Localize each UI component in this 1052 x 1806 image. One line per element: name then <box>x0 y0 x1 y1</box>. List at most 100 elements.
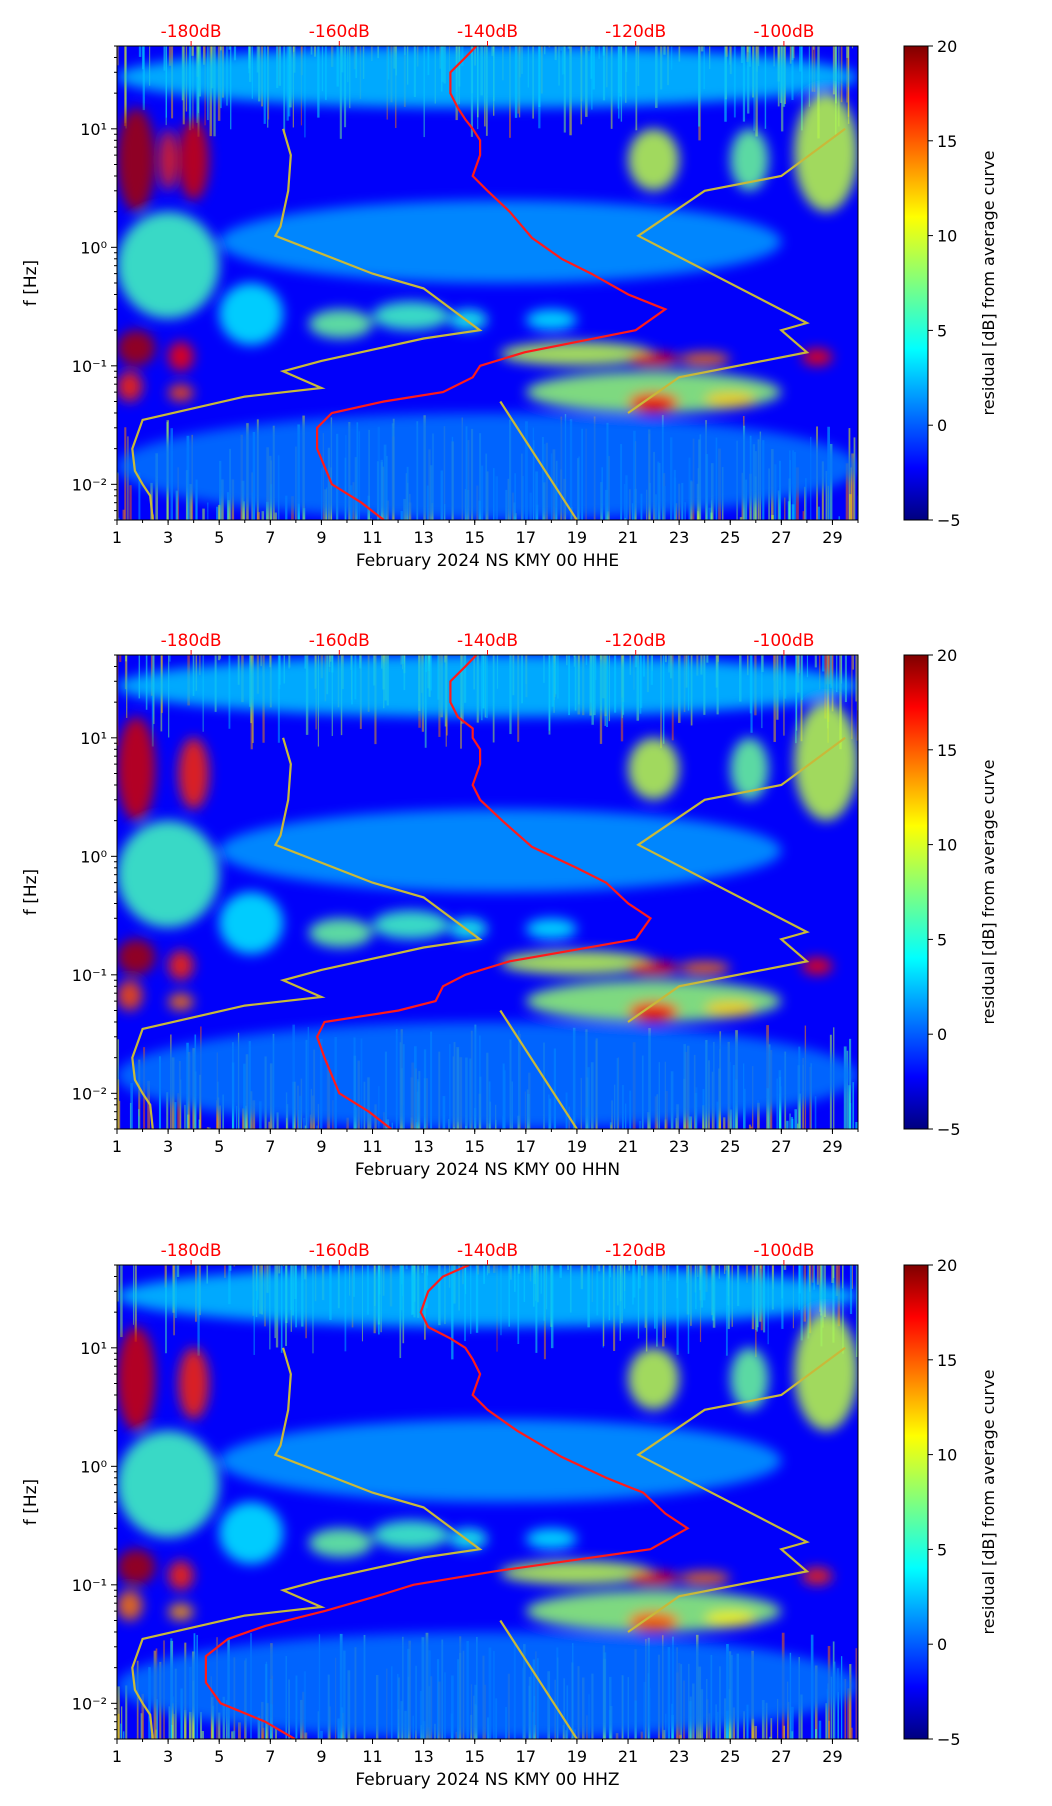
x-tick-label: 21 <box>618 528 638 547</box>
x-tick-label: 15 <box>465 1137 485 1156</box>
heatmap-band <box>628 1001 680 1022</box>
heatmap-cell <box>804 486 806 520</box>
heatmap-band <box>117 1326 156 1431</box>
colorbar <box>903 1264 929 1740</box>
heatmap-cell <box>757 1102 760 1129</box>
top-db-tick-label: -120dB <box>605 22 666 42</box>
heatmap-cell <box>765 1702 768 1739</box>
heatmap-cell <box>216 506 219 520</box>
heatmap-band <box>168 341 194 372</box>
heatmap-cell <box>690 1116 693 1129</box>
heatmap-cell <box>851 46 854 49</box>
heatmap-cell <box>119 655 122 662</box>
heatmap-cell <box>746 46 749 62</box>
heatmap-cell <box>748 1124 751 1129</box>
heatmap-cell <box>849 1674 852 1739</box>
heatmap-cell <box>855 1122 858 1129</box>
heatmap-cell <box>191 46 194 56</box>
x-tick-label: 17 <box>516 528 536 547</box>
average-psd-curve <box>204 1265 690 1739</box>
top-db-tick-label: -160dB <box>309 22 370 42</box>
colorbar-tick-label: 20 <box>937 646 957 665</box>
heatmap-cell <box>217 504 221 520</box>
y-tick-label: 10⁻² <box>72 1694 107 1713</box>
heatmap-cell <box>848 1085 851 1129</box>
x-tick-label: 13 <box>413 1747 433 1766</box>
heatmap-cell <box>201 1731 204 1739</box>
heatmap-cell <box>830 655 832 688</box>
heatmap-cell <box>817 506 820 520</box>
heatmap-band <box>308 918 373 948</box>
heatmap-cell <box>122 509 125 520</box>
y-tick-label: 10⁰ <box>80 238 107 257</box>
heatmap-cell <box>811 1265 814 1283</box>
heatmap-cell <box>169 655 171 662</box>
x-tick-label: 5 <box>214 1747 224 1766</box>
heatmap-cell <box>791 46 794 61</box>
heatmap-band <box>500 1560 654 1585</box>
heatmap-cell <box>675 1118 677 1129</box>
colorbar <box>903 45 929 521</box>
heatmap-cell <box>754 1725 757 1739</box>
heatmap-cell <box>141 1693 144 1739</box>
heatmap-cell <box>275 1728 277 1739</box>
top-db-tick-label: -120dB <box>605 631 666 651</box>
x-tick-label: 19 <box>567 1137 587 1156</box>
heatmap-cell <box>852 1082 855 1129</box>
heatmap-band <box>372 910 450 940</box>
heatmap-cell <box>815 1729 818 1739</box>
heatmap-cell <box>168 46 172 66</box>
heatmap-cell <box>855 655 857 702</box>
heatmap-HHZ <box>117 1265 858 1739</box>
colorbar-tick-label: 15 <box>937 1351 957 1370</box>
heatmap-cell <box>117 1079 120 1129</box>
heatmap-band <box>117 655 858 717</box>
heatmap-band <box>168 993 194 1011</box>
heatmap-band <box>117 939 156 975</box>
heatmap-cell <box>789 1113 791 1129</box>
heatmap-cell <box>117 473 119 520</box>
heatmap-cell <box>844 1679 847 1739</box>
heatmap-cell <box>156 1699 159 1739</box>
heatmap-cell <box>117 1686 120 1739</box>
heatmap-cell <box>570 1737 573 1739</box>
heatmap-cell <box>245 1105 247 1129</box>
heatmap-band <box>500 341 654 366</box>
heatmap-cell <box>199 655 201 676</box>
heatmap-cell <box>855 1265 858 1357</box>
x-tick-label: 19 <box>567 1747 587 1766</box>
x-tick-label: 1 <box>112 1137 122 1156</box>
heatmap-cell <box>818 1720 822 1739</box>
heatmap-cell <box>235 1105 238 1129</box>
heatmap-cell <box>851 453 854 520</box>
heatmap-cell <box>788 478 791 520</box>
heatmap-band <box>730 1347 769 1410</box>
heatmap-cell <box>228 46 231 50</box>
heatmap-cell <box>814 655 817 668</box>
heatmap-band <box>730 737 769 800</box>
heatmap-cell <box>233 46 237 61</box>
colorbar-tick-label: 0 <box>937 1635 947 1654</box>
x-tick-label: 9 <box>316 1747 326 1766</box>
y-tick-label: 10⁻² <box>72 1084 107 1103</box>
heatmap-cell <box>783 1265 787 1270</box>
colorbar-label: residual [dB] from average curve <box>979 760 998 1025</box>
top-db-tick-label: -140dB <box>457 22 518 42</box>
heatmap-band <box>117 716 156 821</box>
x-tick-label: 15 <box>465 1747 485 1766</box>
colorbar-tick-label: 10 <box>937 1446 957 1465</box>
x-tick-label: 9 <box>316 1137 326 1156</box>
heatmap-cell <box>783 1725 786 1739</box>
heatmap-cell <box>316 1125 318 1129</box>
x-tick-label: 1 <box>112 1747 122 1766</box>
heatmap-cell <box>750 1126 753 1129</box>
heatmap-cell <box>117 46 119 66</box>
heatmap-cell <box>138 46 142 57</box>
heatmap-band <box>525 1528 577 1550</box>
heatmap-band <box>219 1419 782 1502</box>
colorbar-label: residual [dB] from average curve <box>979 151 998 416</box>
heatmap-cell <box>761 655 764 673</box>
heatmap-cell <box>665 655 667 663</box>
heatmap-band <box>219 283 284 345</box>
